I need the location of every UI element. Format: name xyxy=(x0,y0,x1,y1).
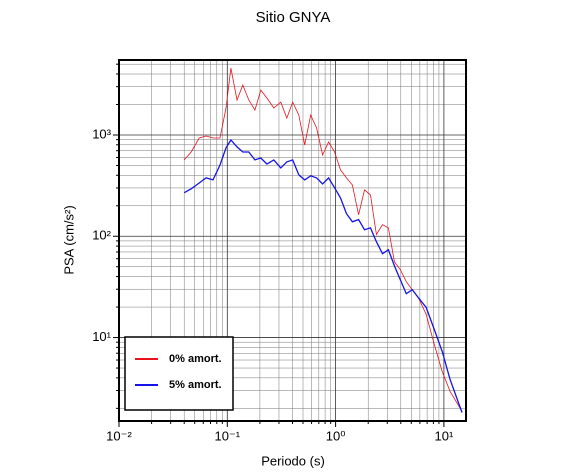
x-tick-label: 10⁻² xyxy=(106,428,132,443)
plot-frame xyxy=(118,59,467,422)
legend-label: 5% amort. xyxy=(169,379,222,391)
y-tick-label: 10³ xyxy=(92,126,111,141)
legend-box xyxy=(124,336,234,411)
x-tick-label: 10⁰ xyxy=(326,428,346,443)
chart-title: Sitio GNYA xyxy=(256,9,331,26)
legend-label: 0% amort. xyxy=(169,353,222,365)
y-axis-label: PSA (cm/s²) xyxy=(61,205,76,274)
x-tick-label: 10⁻¹ xyxy=(214,428,240,443)
x-tick-label: 10¹ xyxy=(434,428,453,443)
y-tick-label: 10¹ xyxy=(92,329,111,344)
series-line xyxy=(183,68,463,412)
y-tick-label: 10² xyxy=(92,228,111,243)
series-line xyxy=(183,138,463,413)
x-axis-label: Periodo (s) xyxy=(261,453,325,468)
